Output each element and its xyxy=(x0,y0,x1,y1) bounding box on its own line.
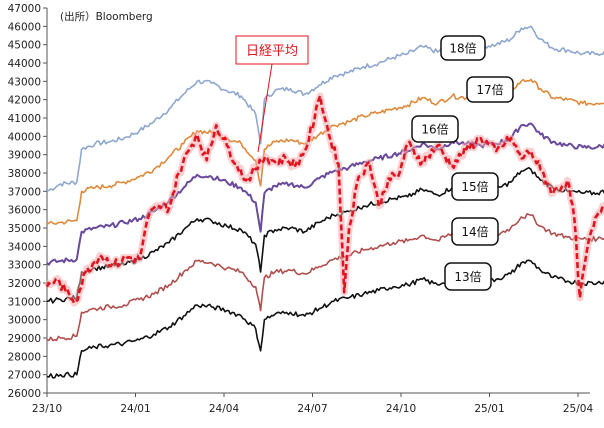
band-label-box xyxy=(466,76,514,103)
series-line-14x xyxy=(46,213,604,342)
x-tick-label: 24/10 xyxy=(386,403,416,415)
annotation-box xyxy=(235,35,309,65)
y-tick-label: 26000 xyxy=(8,388,41,400)
y-tick-label: 32000 xyxy=(8,278,41,290)
x-tick-label: 24/04 xyxy=(209,403,240,415)
y-tick-label: 44000 xyxy=(8,58,41,70)
series-line-15x xyxy=(46,166,604,304)
band-label: 16倍 xyxy=(421,122,448,137)
y-tick-label: 37000 xyxy=(8,186,41,198)
series-line-17x xyxy=(46,78,604,225)
series-line-nikkei xyxy=(45,94,604,305)
band-label-box xyxy=(411,115,459,143)
band-label: 13倍 xyxy=(454,269,481,284)
x-axis-ticks: 23/10 24/01 24/04 24/07 24/10 25/01 25/04 xyxy=(32,393,594,415)
band-label-box xyxy=(440,35,486,61)
band-label: 15倍 xyxy=(461,179,488,194)
y-tick-label: 33000 xyxy=(8,260,41,272)
x-tick-label: 24/01 xyxy=(120,403,150,415)
nikkei-annotation: 日経平均 xyxy=(235,35,309,153)
y-tick-label: 35000 xyxy=(8,223,41,235)
y-tick-label: 38000 xyxy=(8,168,41,180)
y-axis-ticks: 26000 27000 28000 29000 30000 31000 32000 33000… xyxy=(8,3,47,400)
y-tick-label: 28000 xyxy=(8,351,41,363)
series-lines xyxy=(43,25,604,379)
source-note: (出所）Bloomberg xyxy=(60,10,153,23)
y-tick-label: 41000 xyxy=(8,113,41,125)
y-tick-label: 42000 xyxy=(8,95,41,107)
annotation-pointer-line xyxy=(257,63,273,153)
y-tick-label: 46000 xyxy=(8,21,41,33)
band-label-box xyxy=(444,262,492,291)
y-tick-label: 27000 xyxy=(8,370,41,382)
x-tick-label: 23/10 xyxy=(32,403,62,415)
series-line-13x xyxy=(46,259,604,379)
x-tick-label: 25/04 xyxy=(563,403,594,415)
band-labels: 18倍 17倍 16倍 15倍 14倍 13倍 xyxy=(411,35,514,291)
y-tick-label: 36000 xyxy=(8,205,41,217)
x-tick-label: 24/07 xyxy=(297,403,327,415)
y-tick-label: 30000 xyxy=(8,315,41,327)
x-tick-label: 25/01 xyxy=(474,403,504,415)
y-tick-label: 47000 xyxy=(8,3,41,15)
band-label-box xyxy=(451,217,499,246)
axes: 26000 27000 28000 29000 30000 31000 32000 33000… xyxy=(8,3,594,415)
y-tick-label: 31000 xyxy=(8,296,41,308)
band-label: 18倍 xyxy=(449,41,476,56)
y-tick-label: 40000 xyxy=(8,131,41,143)
band-label: 17倍 xyxy=(476,82,503,97)
y-tick-label: 45000 xyxy=(8,40,41,52)
annotation-label: 日経平均 xyxy=(246,44,298,59)
y-tick-label: 29000 xyxy=(8,333,41,345)
y-tick-label: 43000 xyxy=(8,76,41,88)
y-tick-label: 39000 xyxy=(8,150,41,162)
series-line-16x xyxy=(46,122,604,266)
series-line-18x xyxy=(46,25,604,193)
y-tick-label: 34000 xyxy=(8,241,41,253)
band-label-box xyxy=(451,172,499,201)
band-label: 14倍 xyxy=(461,224,488,239)
